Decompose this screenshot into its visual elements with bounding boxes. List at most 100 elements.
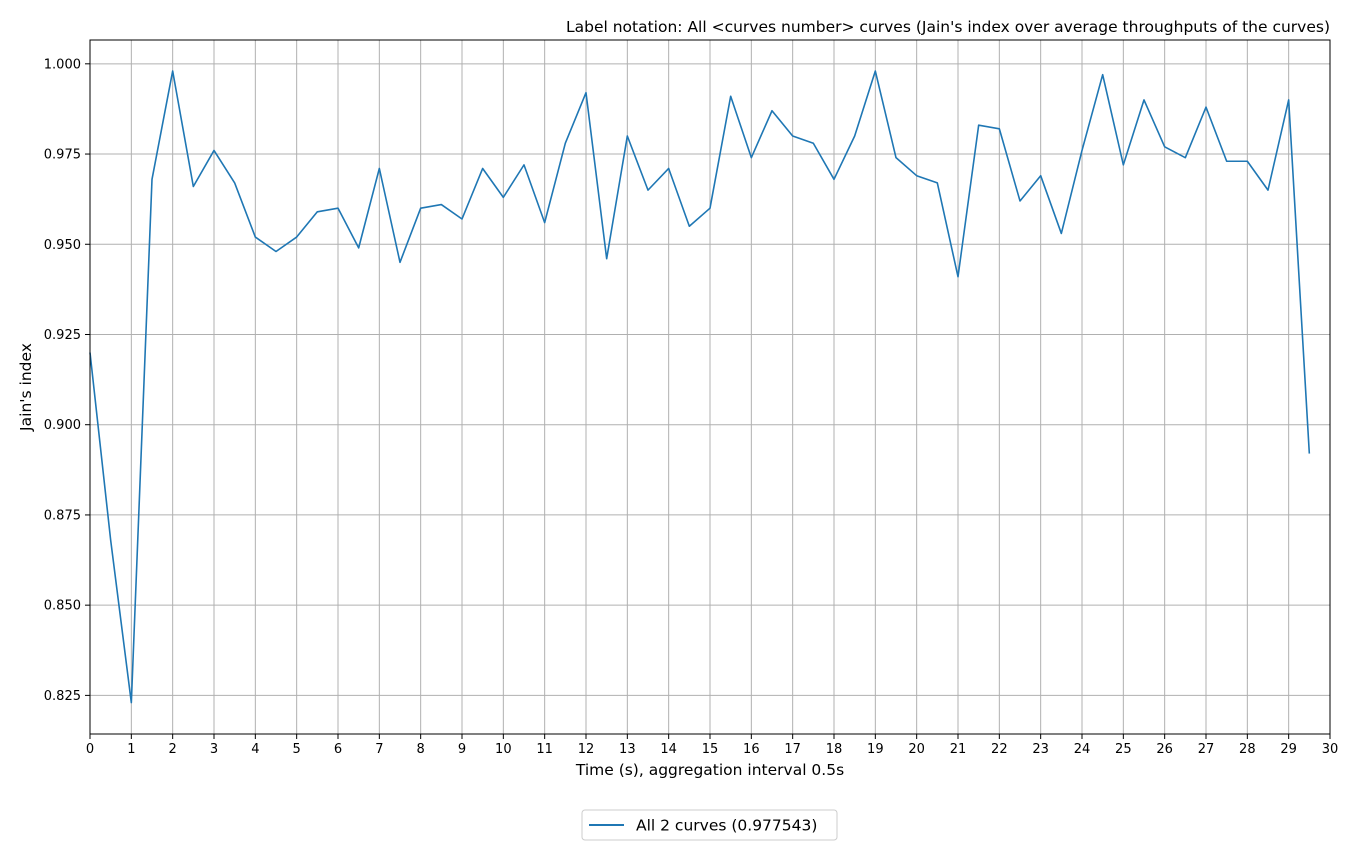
- data-point: [523, 164, 525, 166]
- data-point: [1040, 175, 1042, 177]
- data-point: [1288, 99, 1290, 101]
- x-tick-label: 13: [619, 742, 636, 757]
- x-tick-label: 22: [991, 742, 1008, 757]
- data-point: [337, 207, 339, 209]
- data-point: [317, 211, 319, 213]
- data-point: [895, 157, 897, 159]
- data-point: [813, 142, 815, 144]
- data-point: [213, 150, 215, 152]
- series-line: [89, 70, 1311, 704]
- data-point: [565, 142, 567, 144]
- data-point: [358, 247, 360, 249]
- y-tick-label: 0.925: [44, 328, 81, 343]
- data-point: [110, 539, 112, 541]
- data-point: [1267, 189, 1269, 191]
- y-tick-label: 0.950: [44, 238, 81, 253]
- x-tick-label: 26: [1156, 742, 1173, 757]
- x-tick-label: 6: [334, 742, 342, 757]
- data-point: [1102, 74, 1104, 76]
- data-point: [916, 175, 918, 177]
- data-point: [978, 124, 980, 126]
- chart-title: Label notation: All <curves number> curv…: [566, 18, 1330, 36]
- data-point: [255, 236, 257, 238]
- data-point: [275, 251, 277, 253]
- data-point: [792, 135, 794, 137]
- grid-lines: [89, 40, 1331, 734]
- data-point: [1205, 106, 1207, 108]
- x-tick-label: 25: [1115, 742, 1132, 757]
- x-tick-label: 15: [702, 742, 719, 757]
- legend-label: All 2 curves (0.977543): [636, 817, 817, 835]
- x-tick-label: 7: [375, 742, 383, 757]
- series-layer: [89, 70, 1311, 704]
- legend-box: [581, 809, 838, 841]
- data-point: [1185, 157, 1187, 159]
- data-point: [999, 128, 1001, 130]
- x-tick-label: 20: [908, 742, 925, 757]
- x-tick-label: 30: [1322, 742, 1339, 757]
- data-point: [1309, 453, 1311, 455]
- data-point: [833, 179, 835, 181]
- data-point: [771, 110, 773, 112]
- data-point: [503, 197, 505, 199]
- x-tick-label: 2: [169, 742, 177, 757]
- x-tick-label: 4: [251, 742, 259, 757]
- x-tick-label: 12: [578, 742, 595, 757]
- x-tick-label: 24: [1074, 742, 1091, 757]
- x-tick-label: 9: [458, 742, 466, 757]
- x-tick-label: 23: [1032, 742, 1049, 757]
- data-point: [379, 168, 381, 170]
- x-tick-label: 11: [536, 742, 553, 757]
- data-point: [1081, 150, 1083, 152]
- data-point: [585, 92, 587, 94]
- x-tick-label: 14: [660, 742, 677, 757]
- data-point: [709, 207, 711, 209]
- x-tick-label: 0: [86, 742, 94, 757]
- data-point: [1143, 99, 1145, 101]
- y-axis-title: Jain's index: [17, 343, 35, 432]
- x-tick-label: 21: [950, 742, 967, 757]
- data-point: [296, 236, 298, 238]
- data-point: [1247, 160, 1249, 162]
- y-tick-label: 0.975: [44, 148, 81, 163]
- data-point: [172, 70, 174, 72]
- data-point: [668, 168, 670, 170]
- data-point: [151, 179, 153, 181]
- x-tick-label: 5: [293, 742, 301, 757]
- data-point: [606, 258, 608, 260]
- data-point: [875, 70, 877, 72]
- y-tick-label: 0.850: [44, 599, 81, 614]
- data-point: [689, 225, 691, 227]
- y-tick-label: 0.900: [44, 418, 81, 433]
- x-tick-label: 28: [1239, 742, 1256, 757]
- data-point: [399, 262, 401, 264]
- data-point: [441, 204, 443, 206]
- x-tick-label: 27: [1198, 742, 1215, 757]
- data-point: [461, 218, 463, 220]
- x-tick-label: 17: [784, 742, 801, 757]
- axis-ticks: 0 1 2 3 4 5 6 7 8 9 10 11 12 13 14 15 16 17 18 19 20 21 22 23 24…: [44, 57, 1338, 757]
- y-tick-label: 0.825: [44, 689, 81, 704]
- y-tick-label: 1.000: [44, 57, 81, 72]
- x-tick-label: 19: [867, 742, 884, 757]
- y-tick-label: 0.875: [44, 508, 81, 523]
- data-point: [957, 276, 959, 278]
- x-tick-label: 8: [417, 742, 425, 757]
- x-axis-title: Time (s), aggregation interval 0.5s: [575, 761, 844, 779]
- x-tick-label: 3: [210, 742, 218, 757]
- data-point: [730, 95, 732, 97]
- x-tick-label: 18: [826, 742, 843, 757]
- data-point: [420, 207, 422, 209]
- data-point: [1123, 164, 1125, 166]
- data-point: [1164, 146, 1166, 148]
- data-point: [1061, 233, 1063, 235]
- data-point: [647, 189, 649, 191]
- x-tick-label: 10: [495, 742, 512, 757]
- data-point: [627, 135, 629, 137]
- data-point: [131, 702, 133, 704]
- x-tick-label: 1: [127, 742, 135, 757]
- legend: All 2 curves (0.977543): [581, 809, 838, 841]
- data-point: [937, 182, 939, 184]
- data-point: [1019, 200, 1021, 202]
